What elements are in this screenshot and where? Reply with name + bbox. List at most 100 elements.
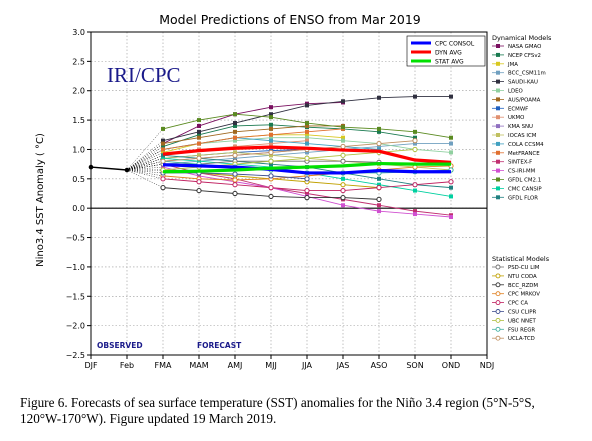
model-point	[449, 94, 453, 99]
model-point	[341, 125, 345, 130]
model-connector	[126, 146, 164, 171]
model-point	[413, 135, 417, 140]
model-point	[305, 150, 309, 155]
model-point	[304, 155, 310, 161]
model-point	[269, 138, 273, 143]
model-connector	[126, 160, 164, 171]
legend-label: CS-IRI-MM	[508, 169, 536, 175]
model-point	[269, 141, 273, 146]
legend-marker	[496, 133, 500, 137]
legend-label: STAT AVG	[435, 59, 464, 66]
model-point	[233, 144, 237, 149]
x-tick-label: Feb	[120, 361, 134, 370]
legend-marker	[495, 317, 501, 323]
model-point	[161, 141, 165, 146]
observed-point	[88, 164, 94, 170]
model-point	[196, 179, 202, 185]
model-point	[449, 185, 453, 190]
legend-label: CSU CLIPR	[508, 310, 536, 316]
model-point	[269, 126, 273, 131]
enso-forecast-chart: Model Predictions of ENSO from Mar 2019 …	[35, 12, 552, 370]
legend-marker	[495, 300, 501, 306]
y-tick-label: 0.5	[72, 175, 85, 184]
legend-label: PSD-CU LIM	[508, 265, 540, 271]
model-point	[377, 147, 381, 152]
model-point	[196, 155, 202, 161]
model-line	[162, 125, 343, 145]
model-point	[305, 121, 309, 126]
model-connector	[126, 166, 164, 171]
model-point	[305, 129, 309, 134]
x-tick-label: ASO	[371, 361, 388, 370]
model-point	[341, 203, 345, 208]
dynamical-models-title: Dynamical Models	[492, 34, 552, 42]
model-connector	[126, 163, 164, 171]
model-point	[197, 129, 201, 134]
model-connector	[126, 143, 164, 171]
figure-caption: Figure 6. Forecasts of sea surface tempe…	[20, 395, 535, 426]
y-tick-label: −2.5	[66, 351, 85, 360]
model-point	[413, 209, 417, 214]
model-point	[340, 143, 346, 150]
model-point	[161, 150, 165, 155]
legend-marker	[496, 186, 500, 191]
y-tick-label: 2.0	[72, 87, 85, 96]
legend-label: ECMWF	[508, 106, 528, 112]
legend-label: UBC NNET	[508, 318, 536, 324]
model-point	[340, 187, 346, 194]
model-connector	[126, 149, 164, 171]
model-point	[305, 141, 309, 146]
x-tick-label: NDJ	[480, 361, 495, 370]
legend-marker	[496, 168, 500, 173]
legend-marker	[495, 273, 501, 279]
model-point	[269, 135, 273, 140]
model-point	[197, 118, 201, 123]
legend-marker	[496, 79, 500, 84]
model-point	[376, 185, 382, 191]
legend-marker	[496, 159, 500, 164]
model-connector	[126, 128, 164, 171]
x-tick-label: JAS	[336, 361, 350, 370]
model-point	[412, 138, 418, 144]
model-line	[162, 140, 416, 162]
x-tick-label: JJA	[301, 361, 313, 370]
legend-marker	[495, 264, 501, 270]
model-point	[341, 176, 345, 181]
model-point	[377, 182, 381, 187]
x-tick-label: AMJ	[228, 361, 243, 370]
model-point	[197, 132, 201, 137]
model-point	[269, 105, 273, 110]
model-point	[305, 191, 309, 196]
model-point	[268, 173, 274, 179]
legend-marker	[496, 97, 500, 102]
model-connector	[126, 169, 164, 188]
average-line	[162, 145, 452, 164]
model-line	[162, 124, 416, 147]
model-point	[449, 194, 453, 199]
model-point	[305, 138, 309, 143]
legend-label: CPC MRKOV	[508, 292, 540, 298]
model-connector	[126, 169, 164, 180]
model-point	[233, 138, 237, 143]
legend-label: MetFRANCE	[508, 151, 540, 157]
y-tick-label: 3.0	[72, 28, 85, 37]
y-tick-label: 1.0	[72, 145, 85, 154]
legend-label: BCC_RZDM	[508, 283, 538, 289]
legend-marker	[496, 61, 500, 66]
legend-marker	[496, 44, 500, 48]
legend-label: UKMO	[508, 115, 524, 121]
model-point	[376, 196, 382, 202]
legend-label: LDEO	[508, 89, 523, 95]
model-point	[269, 115, 273, 120]
chart-title: Model Predictions of ENSO from Mar 2019	[159, 12, 421, 27]
model-point	[268, 185, 274, 191]
model-point	[197, 159, 201, 164]
model-point	[197, 123, 201, 128]
legend-label: BCC_CSM11m	[508, 71, 546, 77]
model-point	[304, 187, 310, 194]
y-tick-label: −1.0	[66, 263, 85, 272]
x-tick-label: DJF	[84, 361, 98, 370]
model-point	[377, 209, 381, 214]
model-point	[377, 126, 381, 131]
legend-label: NCEP CFSv2	[508, 53, 541, 59]
